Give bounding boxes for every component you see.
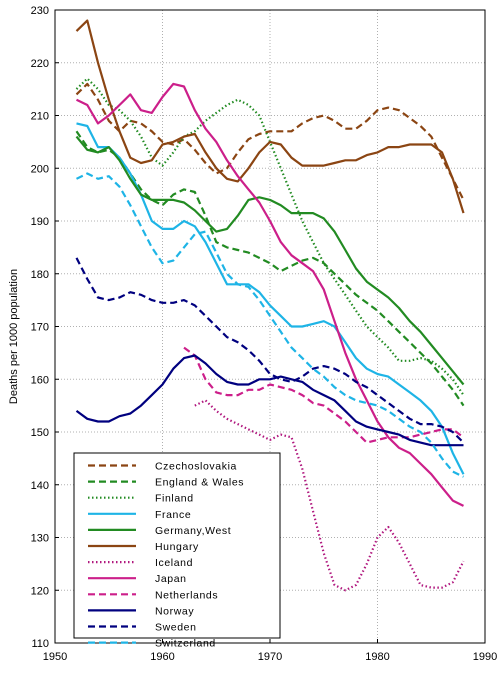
x-tick-label: 1980 [365,651,389,663]
y-axis-title: Deaths per 1000 population [8,269,20,404]
series-line-sweden [75,257,465,444]
legend-label-japan: Japan [155,573,187,585]
legend-label-germany-west: Germany,West [155,525,231,537]
x-tick-label: 1990 [473,651,497,663]
legend-label-iceland: Iceland [155,557,193,569]
legend-label-netherlands: Netherlands [155,589,218,601]
legend-label-england-wales: England & Wales [155,477,244,489]
legend-label-hungary: Hungary [155,541,199,553]
series-line-netherlands [183,346,465,444]
y-axis: 110 120 130 140 150 160 170 180 190 200 210 220 230 [31,5,59,650]
series-line-iceland [194,399,465,592]
series-line-germany-west [75,135,465,386]
x-tick-label: 1960 [150,651,174,663]
y-tick-label: 220 [31,58,49,70]
series-line-czechoslovakia [75,82,465,201]
y-tick-label: 170 [31,322,49,334]
series-line-switzerland [76,172,464,478]
series-line-hungary [75,19,465,214]
y-tick-label: 110 [31,638,49,650]
y-tick-label: 140 [31,480,49,492]
legend-label-norway: Norway [155,605,194,617]
y-tick-label: 190 [31,216,49,228]
y-tick-label: 200 [31,163,49,175]
legend-label-switzerland: Switzerland [155,638,216,650]
y-tick-label: 230 [31,5,49,17]
legend-label-czechoslovakia: Czechoslovakia [155,461,237,473]
legend-label-sweden: Sweden [155,622,197,634]
y-tick-label: 210 [31,111,49,123]
grid [55,10,485,643]
series-line-finland [75,77,465,396]
legend-label-france: France [155,509,191,521]
legend-label-finland: Finland [155,493,194,505]
y-tick-label: 180 [31,269,49,281]
x-tick-label: 1970 [258,651,282,663]
x-axis: 1950 1960 1970 1980 1990 [43,639,497,663]
series-line-japan [76,82,464,507]
x-tick-label: 1950 [43,651,67,663]
y-tick-label: 120 [31,585,49,597]
y-tick-label: 150 [31,427,49,439]
y-tick-label: 130 [31,533,49,545]
y-tick-label: 160 [31,374,49,386]
series-line-norway [75,354,464,447]
series-line-england-wales [75,130,465,407]
series-lines [75,19,465,592]
legend: Czechoslovakia England & Wales Finland Fran… [73,452,281,650]
